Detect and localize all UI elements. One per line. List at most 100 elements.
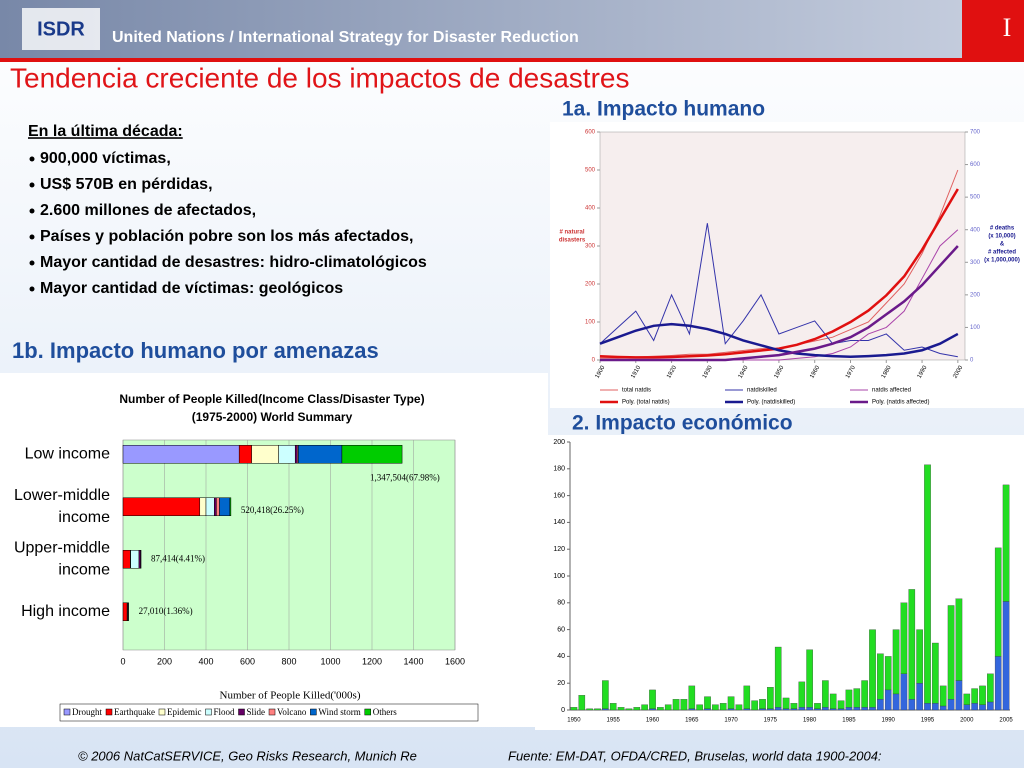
slide-title: Tendencia creciente de los impactos de d… [10, 62, 629, 93]
bar-segment [206, 498, 214, 516]
bar-segment [964, 705, 970, 710]
bar-segment [932, 643, 938, 703]
y2-tick-label: 300 [970, 260, 981, 266]
footer-right: Fuente: EM-DAT, OFDA/CRED, Bruselas, wor… [508, 748, 882, 763]
chart-title: Number of People Killed(Income Class/Dis… [119, 392, 424, 406]
bar-segment [909, 699, 915, 710]
footer-left: © 2006 NatCatSERVICE, Geo Risks Research… [78, 748, 417, 763]
bar-segment [783, 698, 789, 709]
y2-label: (x 10,000) [988, 234, 1015, 240]
x-label: Number of People Killed('000s) [220, 690, 361, 702]
annotation: 87,414(4.41%) [151, 553, 205, 563]
y-tick-label: 300 [585, 244, 596, 250]
bar-segment [838, 709, 844, 710]
bar-segment [854, 689, 860, 708]
x-tick-label: 400 [198, 656, 213, 666]
x-tick-label: 800 [281, 656, 296, 666]
y-tick-label: 200 [553, 439, 565, 446]
bullet-text: 900,000 víctimas, [40, 150, 171, 167]
bar-segment [940, 686, 946, 706]
bar-segment [869, 630, 875, 708]
header-tab [962, 0, 1024, 58]
bar-segment [846, 690, 852, 707]
y-tick-label: 500 [585, 168, 596, 174]
bullet [30, 209, 35, 214]
y2-tick-label: 700 [970, 130, 981, 136]
x-tick-label: 2005 [999, 718, 1013, 724]
x-tick-label: 1985 [842, 718, 856, 724]
logo: ISDR [37, 18, 85, 40]
bar-segment [618, 707, 624, 710]
legend-label: Flood [213, 707, 235, 717]
y-tick-label: 60 [557, 626, 565, 633]
bullet [30, 157, 35, 162]
bullet-text: Mayor cantidad de víctimas: geológicos [40, 280, 343, 297]
chart-title: (1975-2000) World Summary [192, 410, 353, 424]
legend-label: natdis affected [872, 388, 911, 394]
header-rule [0, 58, 1024, 62]
bullet-text: Mayor cantidad de desastres: hidro-clima… [40, 254, 427, 271]
y-tick-label: High income [21, 603, 110, 620]
y-tick-label: 400 [585, 206, 596, 212]
bar-segment [744, 709, 750, 710]
bar-segment [979, 705, 985, 710]
bar-segment [704, 709, 710, 710]
y2-tick-label: 500 [970, 195, 981, 201]
bar-segment [791, 703, 797, 708]
bar-segment [736, 705, 742, 710]
bar-segment [634, 707, 640, 710]
y-tick-label: 20 [557, 680, 565, 687]
intro-heading: En la última década: [28, 123, 183, 140]
y-tick-label: 180 [553, 466, 565, 473]
legend-label: natdiskilled [747, 388, 777, 394]
bar-segment [123, 603, 127, 621]
y-tick-label: 200 [585, 282, 596, 288]
bar-segment [972, 689, 978, 704]
x-tick-label: 1980 [803, 718, 817, 724]
bar-segment [893, 630, 899, 694]
legend-swatch [159, 709, 165, 715]
x-tick-label: 1970 [724, 718, 738, 724]
bar-segment [901, 603, 907, 674]
x-tick-label: 200 [157, 656, 172, 666]
y-tick-label: 160 [553, 492, 565, 499]
bar-segment [862, 681, 868, 708]
bar-segment [279, 445, 296, 463]
bar-segment [649, 690, 655, 709]
legend-swatch [205, 709, 211, 715]
bar-segment [673, 699, 679, 710]
bar-segment [689, 686, 695, 709]
y2-label: # affected [988, 250, 1016, 256]
x-tick-label: 0 [120, 656, 125, 666]
legend-label: Wind storm [318, 707, 360, 717]
bar-segment [216, 498, 219, 516]
y-tick-label: 600 [585, 130, 596, 136]
bar-segment [230, 498, 231, 516]
bullet [30, 287, 35, 292]
bar-segment [239, 445, 251, 463]
legend-label: Poly. (total natdis) [622, 400, 670, 406]
bar-segment [995, 656, 1001, 710]
bar-segment [649, 709, 655, 710]
bar-segment [571, 707, 577, 710]
bar-segment [712, 705, 718, 710]
bar-segment [252, 445, 279, 463]
legend-label: Volcano [277, 707, 307, 717]
tab-label: I [1003, 13, 1012, 42]
bar-segment [830, 709, 836, 710]
x-tick-label: 1975 [764, 718, 778, 724]
y-label: disasters [559, 238, 586, 244]
bar-segment [689, 709, 695, 710]
bar-segment [901, 674, 907, 710]
bullet-text: US$ 570B en pérdidas, [40, 176, 213, 193]
y-tick-label: Lower-middle [14, 487, 110, 504]
x-tick-label: 1600 [445, 656, 465, 666]
y2-tick-label: 400 [970, 227, 981, 233]
org-name: United Nations / International Strategy … [112, 29, 579, 46]
y-tick-label: 120 [553, 546, 565, 553]
y2-label: # deaths [990, 226, 1015, 232]
bar-segment [1003, 601, 1009, 710]
bar-segment [814, 709, 820, 710]
y-tick-label: Upper-middle [14, 539, 110, 556]
bar-segment [767, 687, 773, 708]
